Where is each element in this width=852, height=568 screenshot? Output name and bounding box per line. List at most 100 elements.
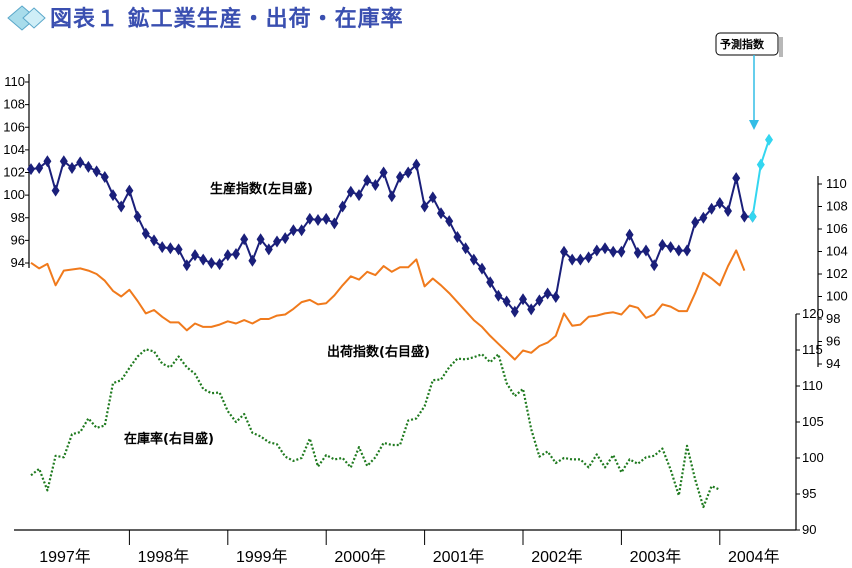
tick-label: 100 [3, 187, 25, 202]
data-point [371, 178, 380, 191]
data-point [379, 166, 388, 179]
x-tick-label: 1998年 [138, 548, 190, 566]
inventory-label: 在庫率(右目盛) [124, 431, 214, 447]
data-point [609, 245, 618, 258]
data-point [117, 200, 126, 213]
data-point [428, 191, 437, 204]
tick-label: 95 [802, 486, 816, 501]
data-point [420, 200, 429, 213]
tick-label: 102 [826, 266, 848, 281]
tick-label: 106 [3, 119, 25, 134]
data-point [35, 161, 44, 174]
data-point [289, 224, 298, 237]
data-point [568, 253, 577, 266]
data-point [43, 155, 52, 168]
data-point [584, 251, 593, 264]
x-tick-label: 1999年 [236, 548, 288, 566]
data-point [535, 294, 544, 307]
data-point [363, 174, 372, 187]
data-point [248, 254, 257, 267]
x-tick-label: 1997年 [39, 548, 91, 566]
data-point [396, 171, 404, 184]
data-point [592, 244, 601, 257]
series-line [30, 160, 753, 313]
x-tick-label: 2004年 [728, 548, 780, 566]
inventory-axis-ticks: 90 95 100 105 110 115 120 [796, 306, 824, 537]
data-point [158, 241, 167, 254]
x-axis-ticks: 1997年 1998年 1999年 2000年 2001年 2002年 2003年 2004年 [39, 530, 780, 566]
tick-label: 120 [802, 306, 824, 321]
forecast-callout-box [715, 32, 779, 56]
production-label: 生産指数(左目盛) [210, 181, 313, 197]
data-point [166, 242, 175, 255]
data-point [264, 243, 273, 256]
forecast-callout: 予測指数 [715, 32, 783, 130]
tick-label: 90 [802, 522, 816, 537]
data-point [699, 211, 708, 224]
tick-label: 96 [11, 232, 25, 247]
data-point [543, 287, 552, 300]
data-point [748, 210, 757, 223]
data-point [199, 253, 208, 266]
tick-label: 110 [826, 176, 847, 191]
data-point [207, 257, 216, 269]
data-point [724, 204, 732, 217]
data-point [59, 155, 68, 168]
callout-shadow [779, 37, 783, 57]
data-point [674, 244, 683, 257]
tick-label: 106 [826, 221, 848, 236]
forecast-label: 予測指数 [720, 37, 765, 51]
data-point [51, 184, 60, 197]
data-point [346, 185, 355, 198]
data-point [330, 217, 339, 230]
data-point [633, 246, 642, 259]
data-point [27, 163, 35, 176]
data-point [387, 190, 396, 203]
data-point [469, 253, 478, 266]
data-point [461, 242, 470, 255]
data-point [273, 235, 281, 248]
data-point [223, 249, 232, 262]
x-tick-label: 2002年 [531, 548, 583, 566]
arrow-down-icon [749, 120, 759, 130]
data-point [707, 202, 716, 215]
tick-label: 98 [11, 210, 25, 225]
data-point [412, 158, 421, 171]
x-tick-label: 2001年 [433, 548, 485, 566]
tick-label: 96 [826, 334, 840, 349]
diamond-logo-icon [22, 7, 46, 29]
data-point [68, 161, 76, 174]
data-point [740, 210, 749, 223]
tick-label: 104 [826, 244, 848, 259]
data-point [683, 244, 691, 257]
data-point [650, 259, 659, 272]
tick-label: 102 [3, 165, 25, 180]
tick-label: 108 [3, 97, 25, 112]
data-point [642, 244, 650, 257]
data-point [355, 189, 363, 202]
data-point [617, 245, 626, 258]
data-point [141, 227, 150, 240]
data-point [756, 158, 765, 171]
tick-label: 108 [826, 199, 848, 214]
data-point [486, 276, 495, 289]
data-point [576, 253, 585, 266]
data-point [437, 207, 445, 220]
series-line [30, 249, 746, 361]
x-tick-label: 2000年 [334, 548, 386, 566]
data-point [715, 197, 724, 210]
data-point [232, 247, 240, 260]
data-point [658, 238, 667, 251]
series-line [751, 139, 770, 217]
series-3 [30, 348, 721, 509]
data-point [92, 165, 101, 178]
data-point [732, 172, 741, 185]
shipments-axis-ticks: 94 96 98 100 102 104 106 108 110 [818, 176, 848, 371]
tick-label: 94 [11, 255, 25, 270]
data-point [601, 242, 609, 255]
x-tick-label: 2003年 [630, 548, 682, 566]
data-point [305, 212, 314, 225]
production-axis-ticks: 94 96 98 100 102 104 106 108 110 [3, 74, 29, 270]
tick-label: 100 [802, 450, 824, 465]
